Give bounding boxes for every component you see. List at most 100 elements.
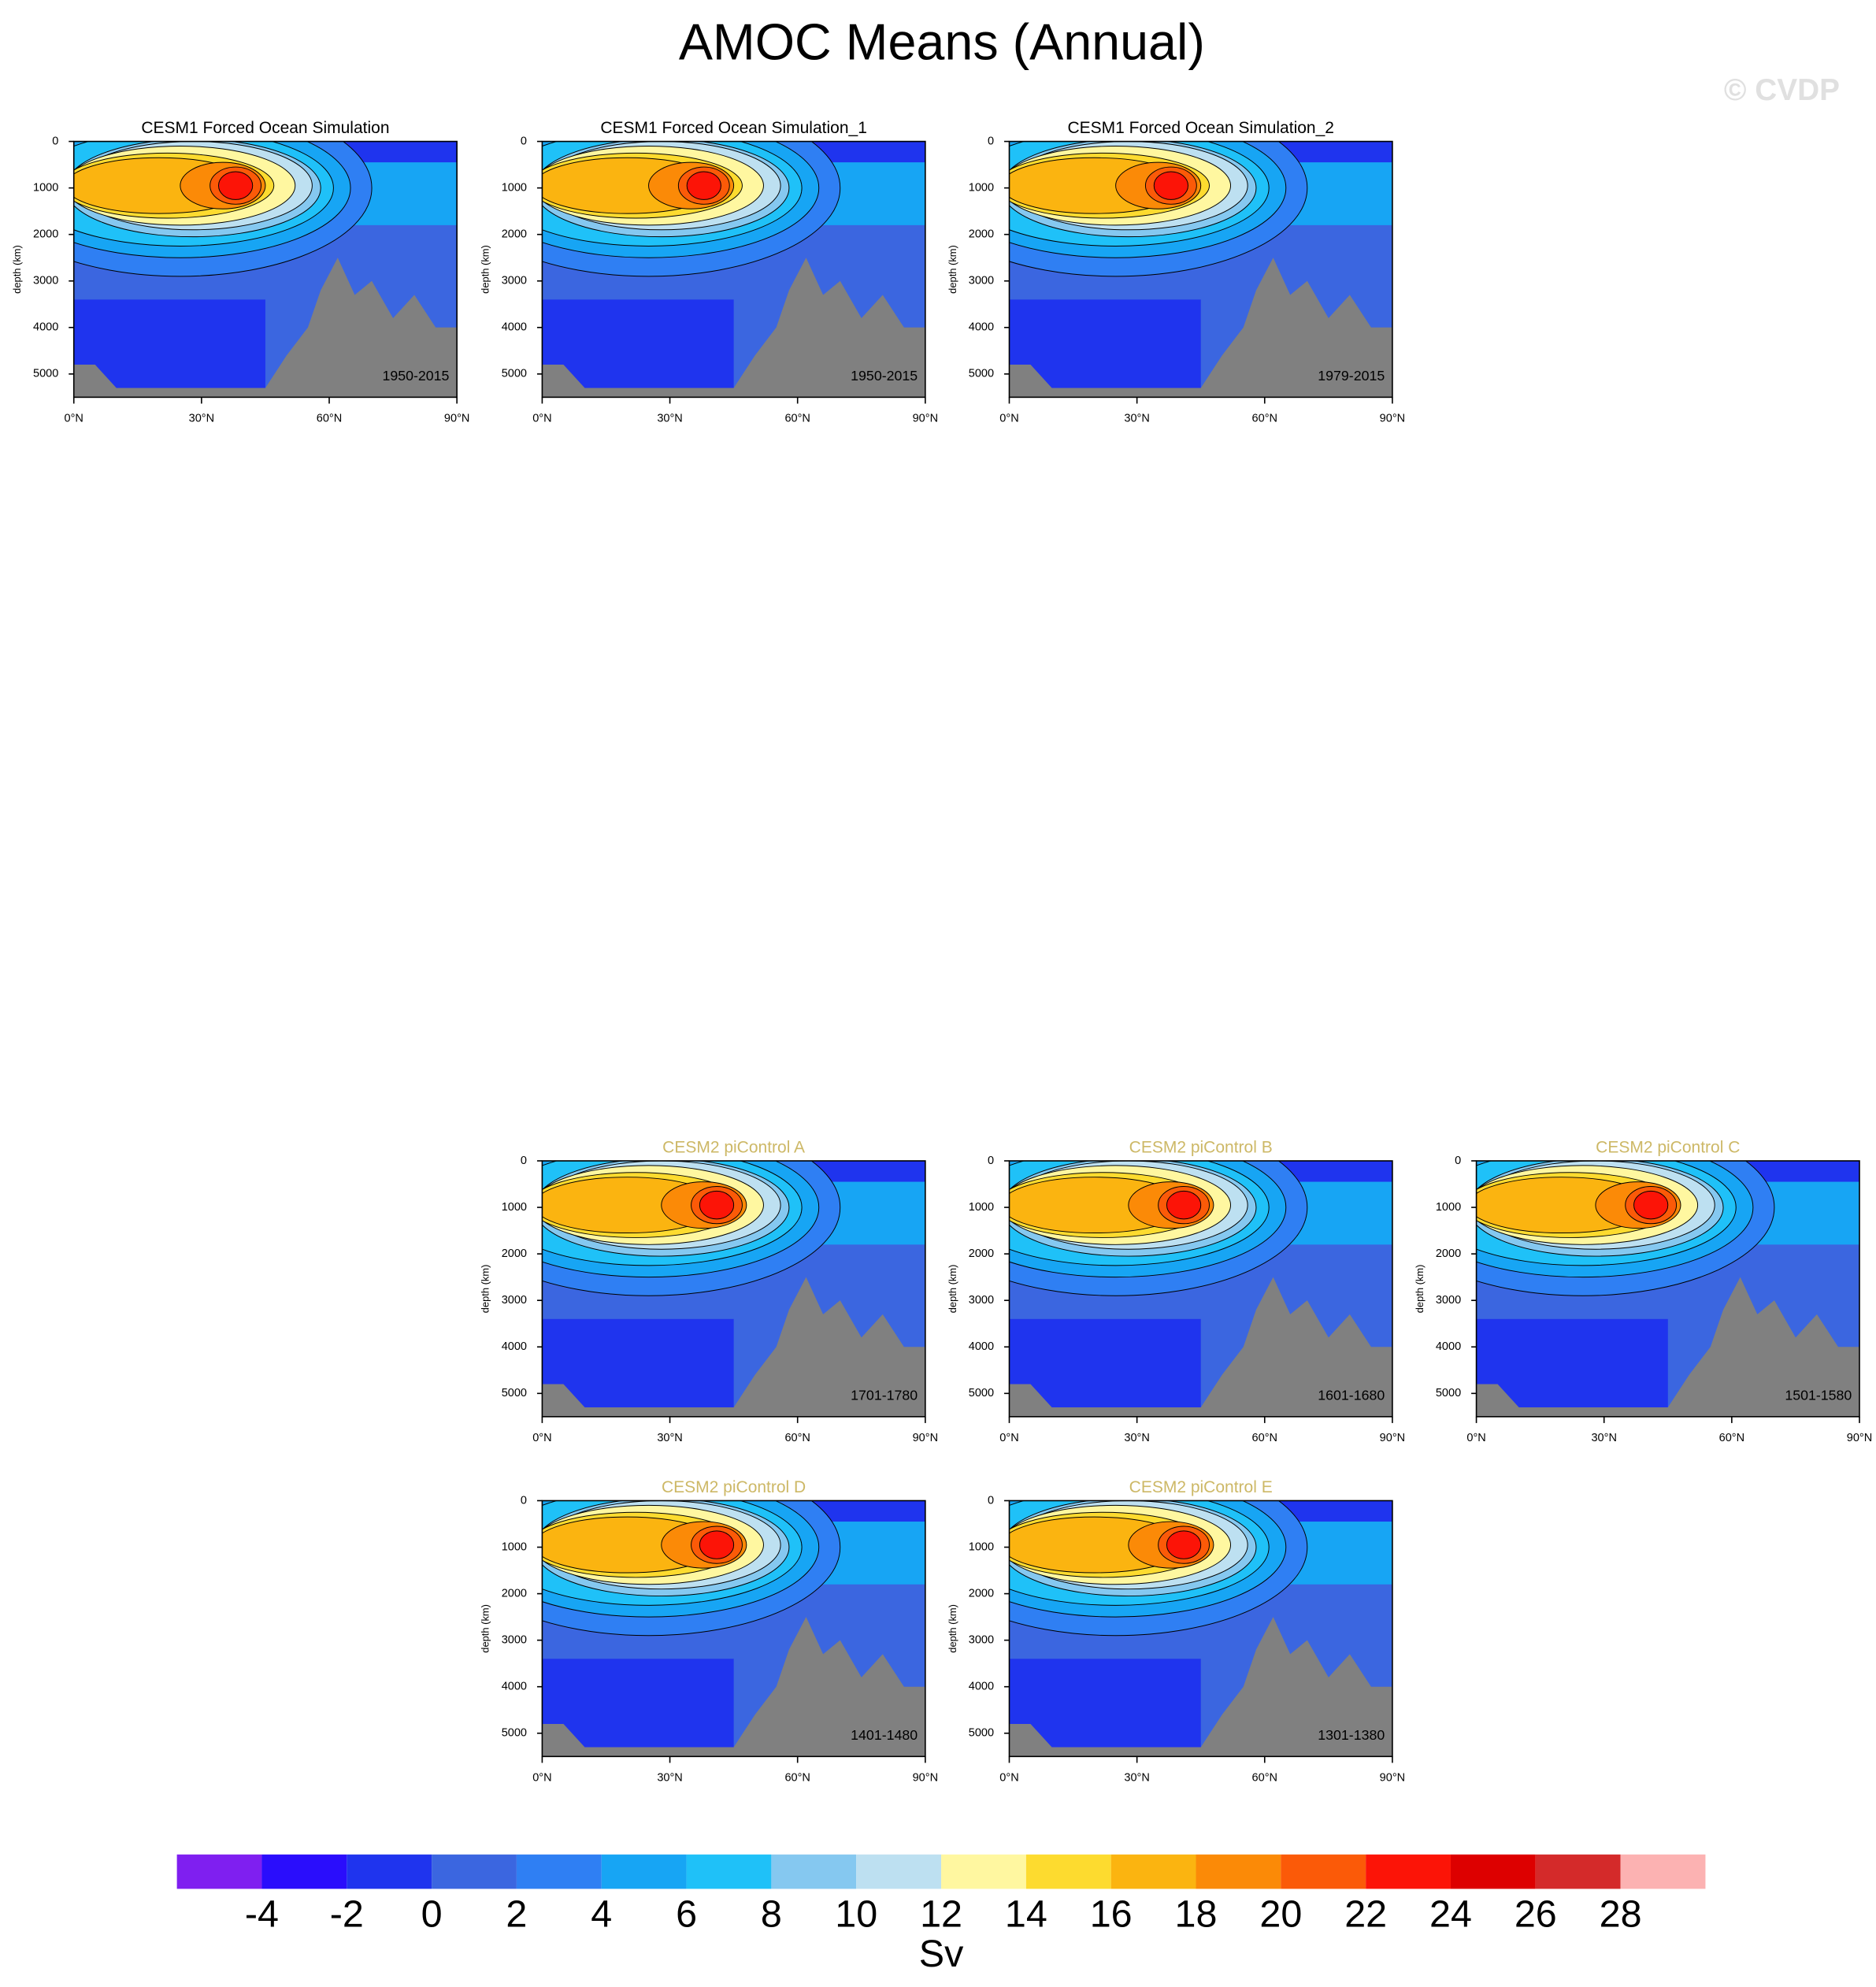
panel: CESM2 piControl B 1601-1680 depth (km) 0 100… (947, 1138, 1405, 1444)
colorbar-label: 24 (1429, 1893, 1472, 1936)
x-tick-label: 0°N (999, 1772, 1018, 1785)
contour-field (542, 1161, 925, 1417)
period-label: 1701-1780 (851, 1388, 918, 1403)
x-tick-label: 90°N (913, 1432, 938, 1444)
topography (1009, 258, 1392, 398)
x-tick-label: 30°N (657, 1432, 682, 1444)
x-tick-label: 90°N (1380, 1772, 1405, 1785)
plot-frame (1008, 1160, 1393, 1418)
y-tick-label: 3000 (502, 1633, 527, 1646)
y-axis-label: depth (km) (11, 245, 23, 294)
y-tick-label: 2000 (502, 1587, 527, 1600)
x-tick-label: 0°N (1466, 1432, 1485, 1444)
y-tick-label: 5000 (969, 1727, 994, 1740)
y-tick-label: 4000 (969, 321, 994, 334)
panel: CESM1 Forced Ocean Simulation 1950-2015 de… (11, 119, 469, 425)
x-tick-label: 30°N (657, 1772, 682, 1785)
x-tick-label: 0°N (532, 413, 551, 425)
y-tick-label: 3000 (502, 1294, 527, 1307)
topography (1009, 1617, 1392, 1757)
colorbar-label: 12 (920, 1893, 962, 1936)
y-tick-label: 4000 (1436, 1340, 1461, 1353)
contour-field (1476, 1161, 1859, 1417)
panel-title: CESM2 piControl B (1129, 1138, 1273, 1156)
y-tick-label: 1000 (969, 181, 994, 194)
contour-field (1009, 1161, 1392, 1417)
colorbar-label: 16 (1090, 1893, 1133, 1936)
colorbar-box (1025, 1854, 1111, 1889)
colorbar-box (601, 1854, 687, 1889)
period-label: 1950-2015 (382, 368, 449, 384)
plot-frame (72, 140, 458, 399)
figure-title: AMOC Means (Annual) (679, 13, 1205, 70)
contour-band (1153, 171, 1188, 200)
panel: CESM2 piControl D 1401-1480 depth (km) 0 100… (480, 1478, 938, 1785)
y-tick-label: 4000 (502, 1340, 527, 1353)
x-tick-label: 60°N (317, 413, 342, 425)
colorbar-label: 18 (1175, 1893, 1218, 1936)
y-tick-label: 2000 (969, 228, 994, 241)
y-tick-label: 1000 (502, 1201, 527, 1214)
y-tick-label: 3000 (969, 275, 994, 287)
y-tick-label: 4000 (969, 1340, 994, 1353)
x-tick-label: 60°N (784, 1772, 810, 1785)
y-axis-label: depth (km) (947, 1604, 958, 1653)
panel-title: CESM2 piControl A (662, 1138, 805, 1156)
contour-band (699, 1530, 735, 1559)
colorbar-box (432, 1854, 517, 1889)
colorbar-label: 28 (1600, 1893, 1642, 1936)
period-label: 1950-2015 (851, 368, 918, 384)
colorbar-box (1366, 1854, 1451, 1889)
contour-field (1009, 141, 1392, 398)
topography (73, 258, 458, 398)
y-tick-label: 5000 (502, 1387, 527, 1399)
contour-band (1166, 1190, 1202, 1220)
colorbar-unit: Sv (919, 1933, 964, 1975)
x-tick-label: 90°N (1380, 1432, 1405, 1444)
plot-frame (1008, 140, 1393, 399)
panel-title: CESM1 Forced Ocean Simulation_1 (600, 119, 867, 137)
x-tick-label: 0°N (999, 1432, 1018, 1444)
y-tick-label: 3000 (1436, 1294, 1461, 1307)
contour-field (73, 141, 458, 398)
x-tick-label: 90°N (913, 1772, 938, 1785)
y-tick-label: 4000 (33, 321, 58, 334)
period-label: 1601-1680 (1318, 1388, 1385, 1403)
colorbar-label: 20 (1259, 1893, 1302, 1936)
y-tick-label: 0 (988, 1494, 994, 1507)
topography (542, 1277, 925, 1417)
y-axis-label: depth (km) (480, 245, 491, 294)
colorbar-label: 4 (591, 1893, 612, 1936)
topography (542, 1617, 925, 1757)
plot-frame (541, 1500, 926, 1758)
y-axis-label: depth (km) (480, 1265, 491, 1314)
period-label: 1979-2015 (1318, 368, 1385, 384)
panel: CESM2 piControl C 1501-1580 depth (km) 0 100… (1414, 1138, 1872, 1444)
topography (542, 258, 925, 398)
x-tick-label: 30°N (657, 413, 682, 425)
x-tick-label: 30°N (1124, 1772, 1149, 1785)
y-tick-label: 3000 (969, 1633, 994, 1646)
y-tick-label: 0 (988, 135, 994, 147)
colorbar-label: 14 (1005, 1893, 1047, 1936)
y-tick-label: 2000 (502, 228, 527, 241)
y-tick-label: 0 (988, 1155, 994, 1167)
plot-frame (541, 140, 926, 399)
x-tick-label: 30°N (1124, 1432, 1149, 1444)
x-tick-label: 0°N (65, 413, 83, 425)
y-tick-label: 3000 (33, 275, 58, 287)
y-tick-label: 5000 (1436, 1387, 1461, 1399)
colorbar-box (347, 1854, 432, 1889)
colorbar-label: 10 (835, 1893, 877, 1936)
colorbar-box (771, 1854, 857, 1889)
plot-frame (541, 1160, 926, 1418)
y-tick-label: 4000 (502, 1681, 527, 1693)
x-tick-label: 90°N (913, 413, 938, 425)
y-tick-label: 0 (521, 1494, 527, 1507)
panel: CESM1 Forced Ocean Simulation_1 1950-2015… (480, 119, 938, 425)
topography (1009, 1277, 1392, 1417)
y-tick-label: 4000 (502, 321, 527, 334)
period-label: 1501-1580 (1785, 1388, 1852, 1403)
panel-title: CESM2 piControl D (662, 1478, 806, 1496)
